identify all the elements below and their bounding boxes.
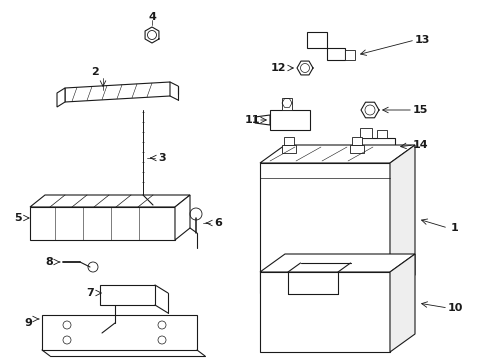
Text: 6: 6: [214, 218, 222, 228]
Polygon shape: [260, 145, 414, 163]
Polygon shape: [260, 254, 414, 272]
Polygon shape: [30, 195, 190, 207]
Bar: [354, 138, 394, 156]
Text: 5: 5: [14, 213, 22, 223]
Text: 12: 12: [270, 63, 285, 73]
Text: 7: 7: [86, 288, 94, 298]
Text: 3: 3: [158, 153, 165, 163]
Text: 1: 1: [450, 223, 458, 233]
Bar: [345, 50, 354, 60]
Text: 9: 9: [24, 318, 32, 328]
Polygon shape: [306, 32, 345, 60]
Text: 10: 10: [447, 303, 462, 313]
Bar: [376, 130, 386, 138]
Polygon shape: [254, 115, 269, 125]
Text: 4: 4: [148, 12, 156, 22]
Bar: [282, 98, 291, 110]
Text: 2: 2: [91, 67, 99, 77]
Polygon shape: [65, 82, 170, 102]
Text: 11: 11: [244, 115, 259, 125]
Polygon shape: [30, 207, 175, 240]
Bar: [282, 145, 295, 153]
Polygon shape: [260, 272, 389, 352]
Text: 8: 8: [45, 257, 53, 267]
Polygon shape: [175, 195, 190, 240]
Polygon shape: [57, 88, 65, 107]
Bar: [269, 110, 309, 130]
Polygon shape: [389, 254, 414, 352]
Bar: [100, 285, 155, 305]
Bar: [359, 128, 371, 138]
Bar: [284, 137, 293, 145]
Text: 14: 14: [411, 140, 427, 150]
Bar: [42, 315, 197, 350]
Polygon shape: [389, 145, 414, 293]
Bar: [349, 145, 363, 153]
Polygon shape: [260, 163, 389, 293]
Bar: [351, 137, 361, 145]
Text: 15: 15: [411, 105, 427, 115]
Text: 13: 13: [413, 35, 429, 45]
